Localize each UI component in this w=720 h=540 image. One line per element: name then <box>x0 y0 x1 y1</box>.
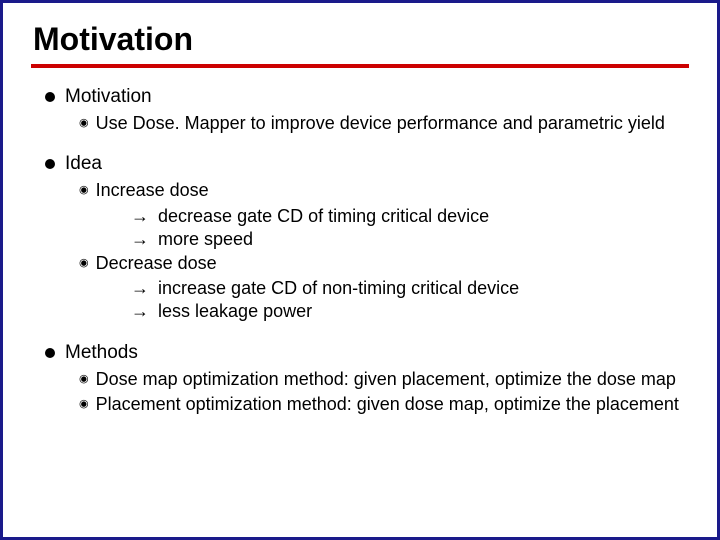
disc-bullet-icon <box>45 92 55 102</box>
target-bullet-icon: ◉ <box>79 116 89 130</box>
sub-item-text: Decrease dose <box>96 252 217 275</box>
section-body: ◉ Dose map optimization method: given pl… <box>45 368 689 417</box>
arrow-line: → less leakage power <box>79 300 689 323</box>
target-bullet-icon: ◉ <box>79 183 89 197</box>
sub-item: ◉ Use Dose. Mapper to improve device per… <box>79 112 689 135</box>
sub-item: ◉ Decrease dose <box>79 252 689 275</box>
disc-bullet-icon <box>45 159 55 169</box>
arrow-line: → increase gate CD of non-timing critica… <box>79 277 689 300</box>
section-motivation: Motivation ◉ Use Dose. Mapper to improve… <box>45 86 689 135</box>
section-heading-text: Methods <box>65 342 138 364</box>
target-bullet-icon: ◉ <box>79 397 89 411</box>
sub-item-text: Use Dose. Mapper to improve device perfo… <box>96 112 665 135</box>
slide-content: Motivation ◉ Use Dose. Mapper to improve… <box>31 86 689 417</box>
section-heading: Motivation <box>45 86 689 108</box>
section-idea: Idea ◉ Increase dose → decrease gate CD … <box>45 153 689 323</box>
section-heading: Methods <box>45 342 689 364</box>
sub-item-text: Increase dose <box>96 179 209 202</box>
arrow-icon: → <box>131 301 149 321</box>
arrow-line: → decrease gate CD of timing critical de… <box>79 205 689 228</box>
arrow-text: more speed <box>158 229 253 249</box>
slide-frame: Motivation Motivation ◉ Use Dose. Mapper… <box>0 0 720 540</box>
arrow-text: less leakage power <box>158 301 312 321</box>
target-bullet-icon: ◉ <box>79 256 89 270</box>
sub-item: ◉ Dose map optimization method: given pl… <box>79 368 689 391</box>
sub-item-text: Placement optimization method: given dos… <box>96 393 679 416</box>
arrow-icon: → <box>131 278 149 298</box>
sub-item-text: Dose map optimization method: given plac… <box>96 368 676 391</box>
section-heading-text: Idea <box>65 153 102 175</box>
section-methods: Methods ◉ Dose map optimization method: … <box>45 342 689 417</box>
arrow-text: decrease gate CD of timing critical devi… <box>158 206 489 226</box>
section-body: ◉ Use Dose. Mapper to improve device per… <box>45 112 689 135</box>
target-bullet-icon: ◉ <box>79 372 89 386</box>
section-heading-text: Motivation <box>65 86 152 108</box>
sub-item: ◉ Increase dose <box>79 179 689 202</box>
arrow-icon: → <box>131 229 149 249</box>
arrow-text: increase gate CD of non-timing critical … <box>158 278 519 298</box>
disc-bullet-icon <box>45 348 55 358</box>
arrow-icon: → <box>131 206 149 226</box>
section-body: ◉ Increase dose → decrease gate CD of ti… <box>45 179 689 323</box>
arrow-line: → more speed <box>79 228 689 251</box>
title-rule <box>31 64 689 68</box>
slide-title: Motivation <box>31 21 689 58</box>
section-heading: Idea <box>45 153 689 175</box>
sub-item: ◉ Placement optimization method: given d… <box>79 393 689 416</box>
